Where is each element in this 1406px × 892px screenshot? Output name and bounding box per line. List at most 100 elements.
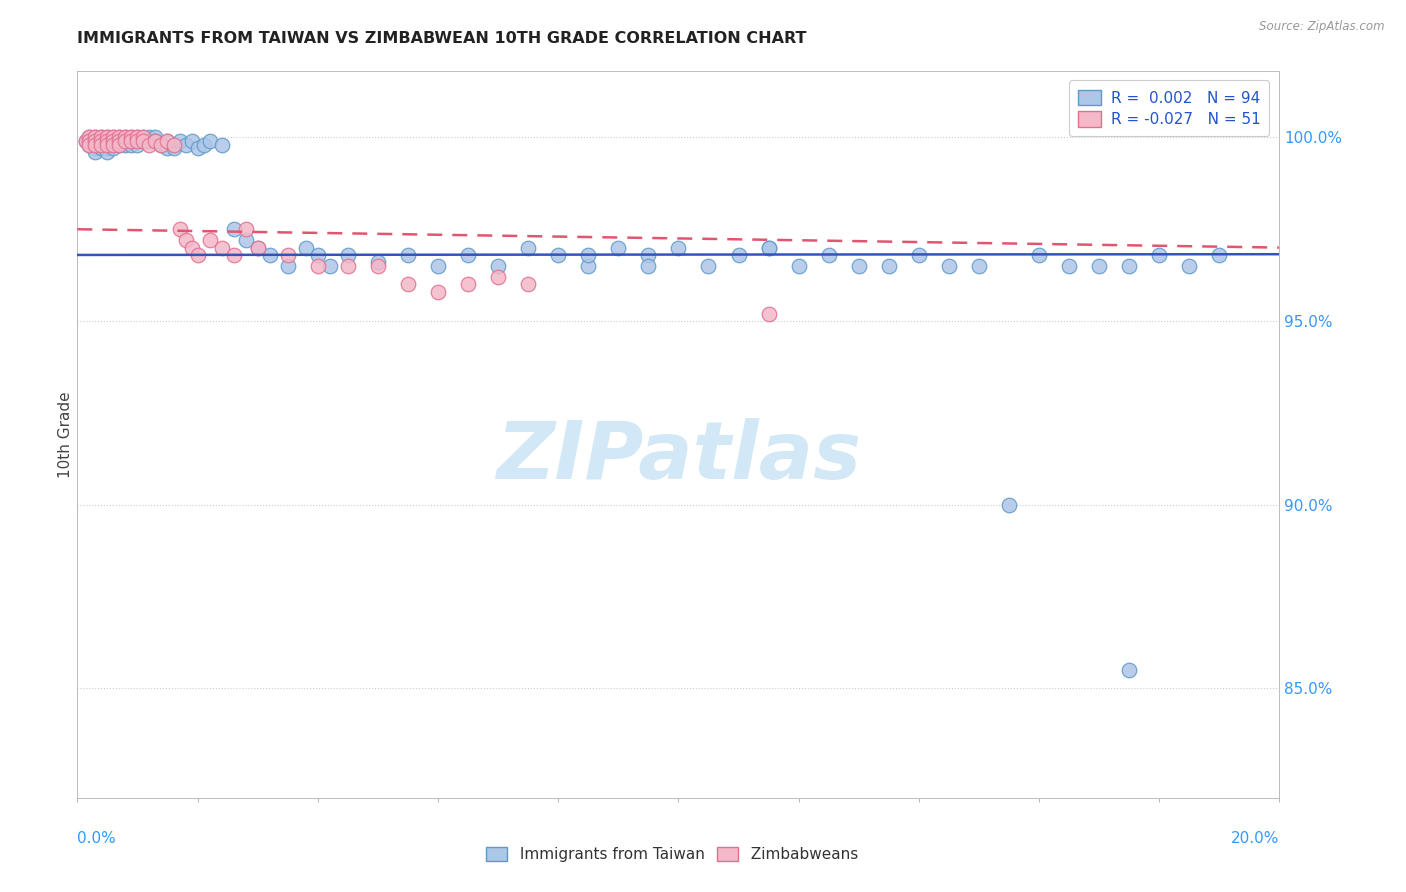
Point — [156, 141, 179, 155]
Point — [235, 222, 257, 236]
Point — [79, 134, 101, 148]
Point — [246, 241, 269, 255]
Point — [607, 241, 630, 255]
Point — [127, 130, 149, 145]
Point — [457, 277, 479, 292]
Point — [84, 134, 107, 148]
Point — [120, 130, 142, 145]
Point — [90, 134, 112, 148]
Point — [90, 137, 112, 152]
Point — [758, 307, 780, 321]
Point — [967, 259, 990, 273]
Point — [96, 137, 118, 152]
Point — [758, 241, 780, 255]
Point — [103, 137, 125, 152]
Point — [222, 222, 245, 236]
Text: ZIPatlas: ZIPatlas — [496, 417, 860, 496]
Point — [187, 248, 209, 262]
Point — [79, 134, 101, 148]
Point — [127, 134, 149, 148]
Point — [103, 141, 125, 155]
Text: 20.0%: 20.0% — [1232, 831, 1279, 846]
Point — [908, 248, 931, 262]
Point — [235, 233, 257, 247]
Point — [150, 137, 173, 152]
Point — [517, 241, 540, 255]
Point — [108, 137, 131, 152]
Point — [319, 259, 342, 273]
Point — [96, 134, 118, 148]
Point — [427, 259, 450, 273]
Point — [96, 134, 118, 148]
Point — [120, 137, 142, 152]
Point — [90, 130, 112, 145]
Point — [138, 130, 160, 145]
Point — [108, 130, 131, 145]
Point — [145, 134, 167, 148]
Point — [787, 259, 810, 273]
Point — [127, 134, 149, 148]
Point — [114, 130, 136, 145]
Point — [150, 137, 173, 152]
Point — [156, 134, 179, 148]
Point — [1118, 663, 1140, 677]
Point — [198, 134, 221, 148]
Point — [336, 248, 359, 262]
Point — [114, 134, 136, 148]
Point — [486, 270, 509, 285]
Point — [108, 137, 131, 152]
Legend: R =  0.002   N = 94, R = -0.027   N = 51: R = 0.002 N = 94, R = -0.027 N = 51 — [1069, 80, 1270, 136]
Point — [138, 134, 160, 148]
Point — [75, 134, 97, 148]
Point — [145, 130, 167, 145]
Point — [576, 259, 599, 273]
Point — [108, 130, 131, 145]
Point — [79, 130, 101, 145]
Point — [84, 141, 107, 155]
Point — [211, 137, 233, 152]
Point — [103, 134, 125, 148]
Point — [1149, 248, 1171, 262]
Point — [1118, 259, 1140, 273]
Point — [103, 130, 125, 145]
Point — [114, 130, 136, 145]
Point — [79, 137, 101, 152]
Point — [277, 259, 299, 273]
Point — [90, 130, 112, 145]
Point — [114, 134, 136, 148]
Point — [457, 248, 479, 262]
Point — [637, 248, 659, 262]
Point — [817, 248, 839, 262]
Point — [427, 285, 450, 299]
Point — [246, 241, 269, 255]
Point — [307, 248, 329, 262]
Point — [96, 141, 118, 155]
Point — [96, 130, 118, 145]
Point — [132, 130, 155, 145]
Point — [180, 134, 202, 148]
Point — [193, 137, 215, 152]
Point — [697, 259, 720, 273]
Point — [1028, 248, 1050, 262]
Point — [727, 248, 749, 262]
Point — [132, 130, 155, 145]
Point — [90, 137, 112, 152]
Point — [222, 248, 245, 262]
Point — [180, 241, 202, 255]
Point — [132, 134, 155, 148]
Point — [108, 134, 131, 148]
Point — [547, 248, 569, 262]
Point — [96, 145, 118, 160]
Point — [174, 137, 197, 152]
Point — [132, 134, 155, 148]
Point — [576, 248, 599, 262]
Point — [277, 248, 299, 262]
Point — [1178, 259, 1201, 273]
Point — [1208, 248, 1230, 262]
Point — [1057, 259, 1080, 273]
Point — [396, 277, 419, 292]
Point — [162, 137, 184, 152]
Point — [637, 259, 659, 273]
Point — [96, 137, 118, 152]
Point — [120, 134, 142, 148]
